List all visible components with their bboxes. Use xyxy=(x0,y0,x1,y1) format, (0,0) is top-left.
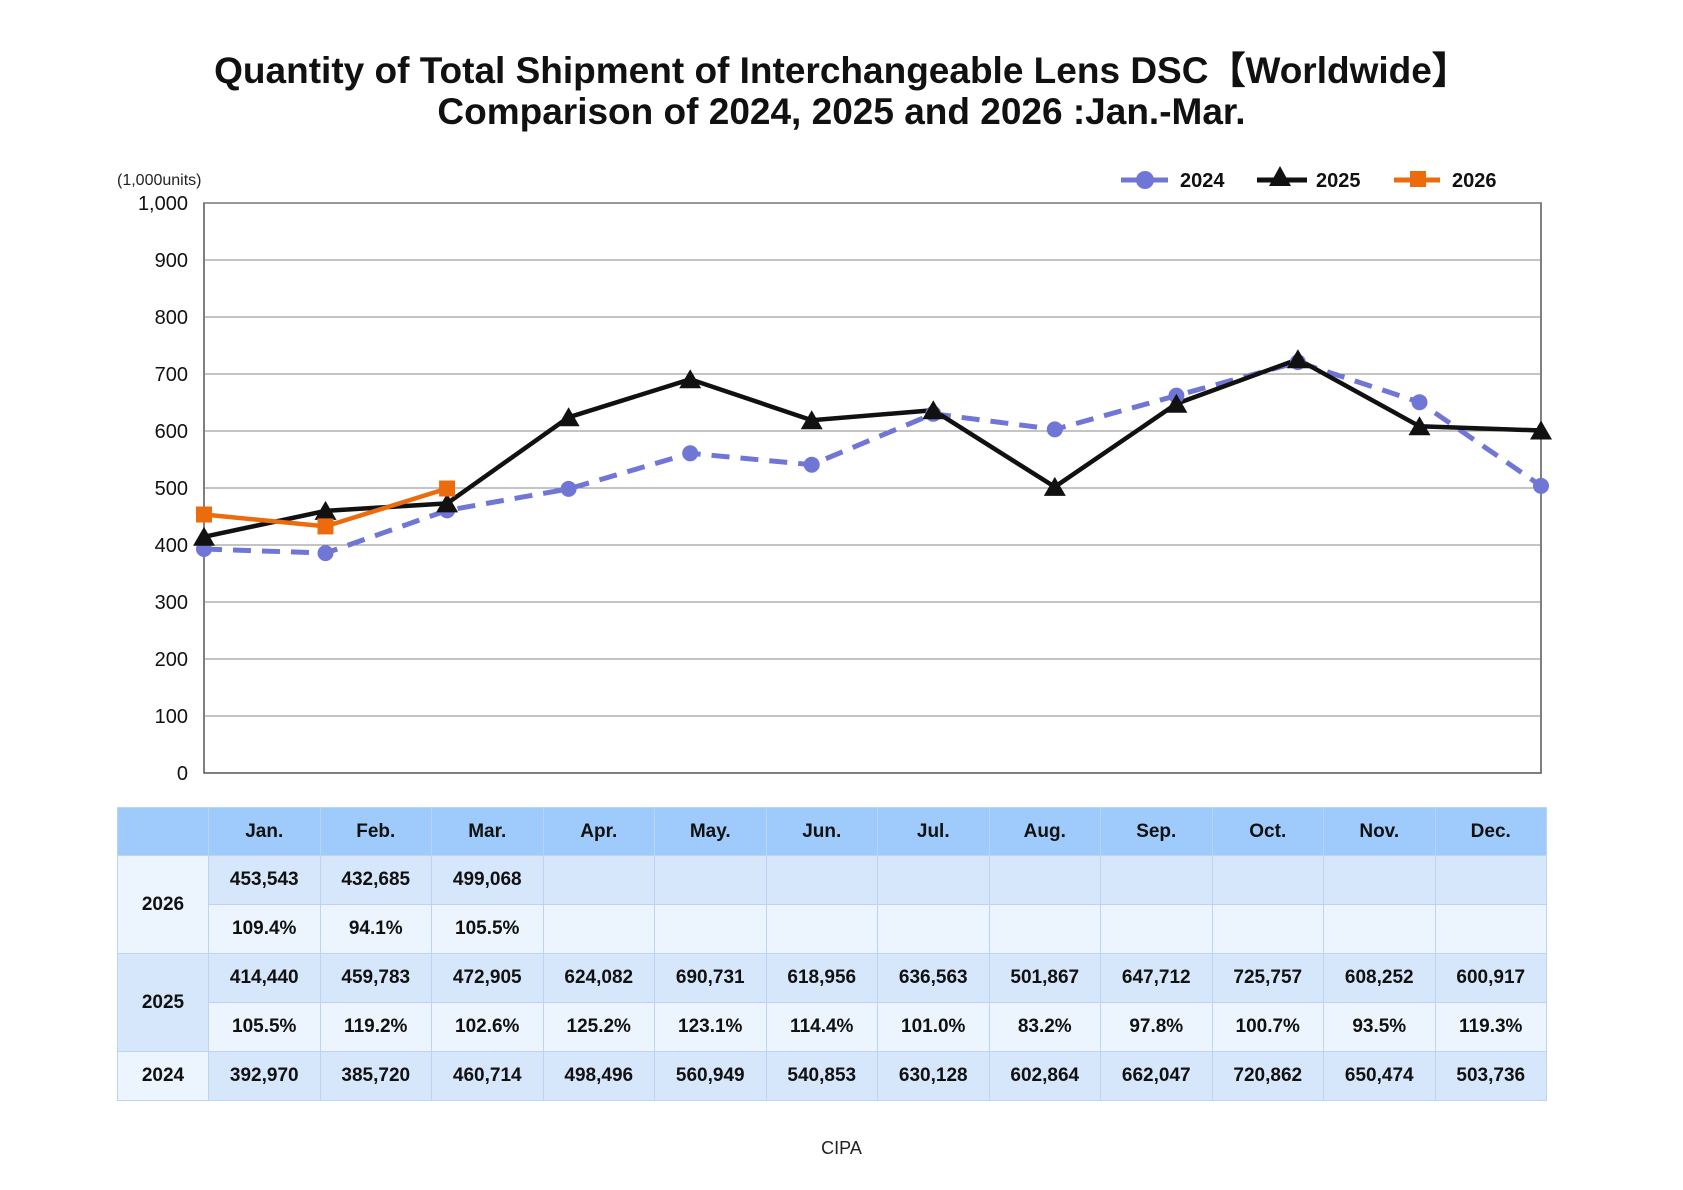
svg-text:700: 700 xyxy=(155,364,188,386)
svg-text:400: 400 xyxy=(155,535,188,557)
svg-text:900: 900 xyxy=(155,250,188,272)
svg-text:1,000: 1,000 xyxy=(138,193,188,215)
svg-text:200: 200 xyxy=(155,649,188,671)
svg-text:300: 300 xyxy=(155,592,188,614)
svg-text:500: 500 xyxy=(155,478,188,500)
svg-text:0: 0 xyxy=(177,763,188,785)
svg-text:100: 100 xyxy=(155,706,188,728)
svg-text:800: 800 xyxy=(155,307,188,329)
svg-text:600: 600 xyxy=(155,421,188,443)
